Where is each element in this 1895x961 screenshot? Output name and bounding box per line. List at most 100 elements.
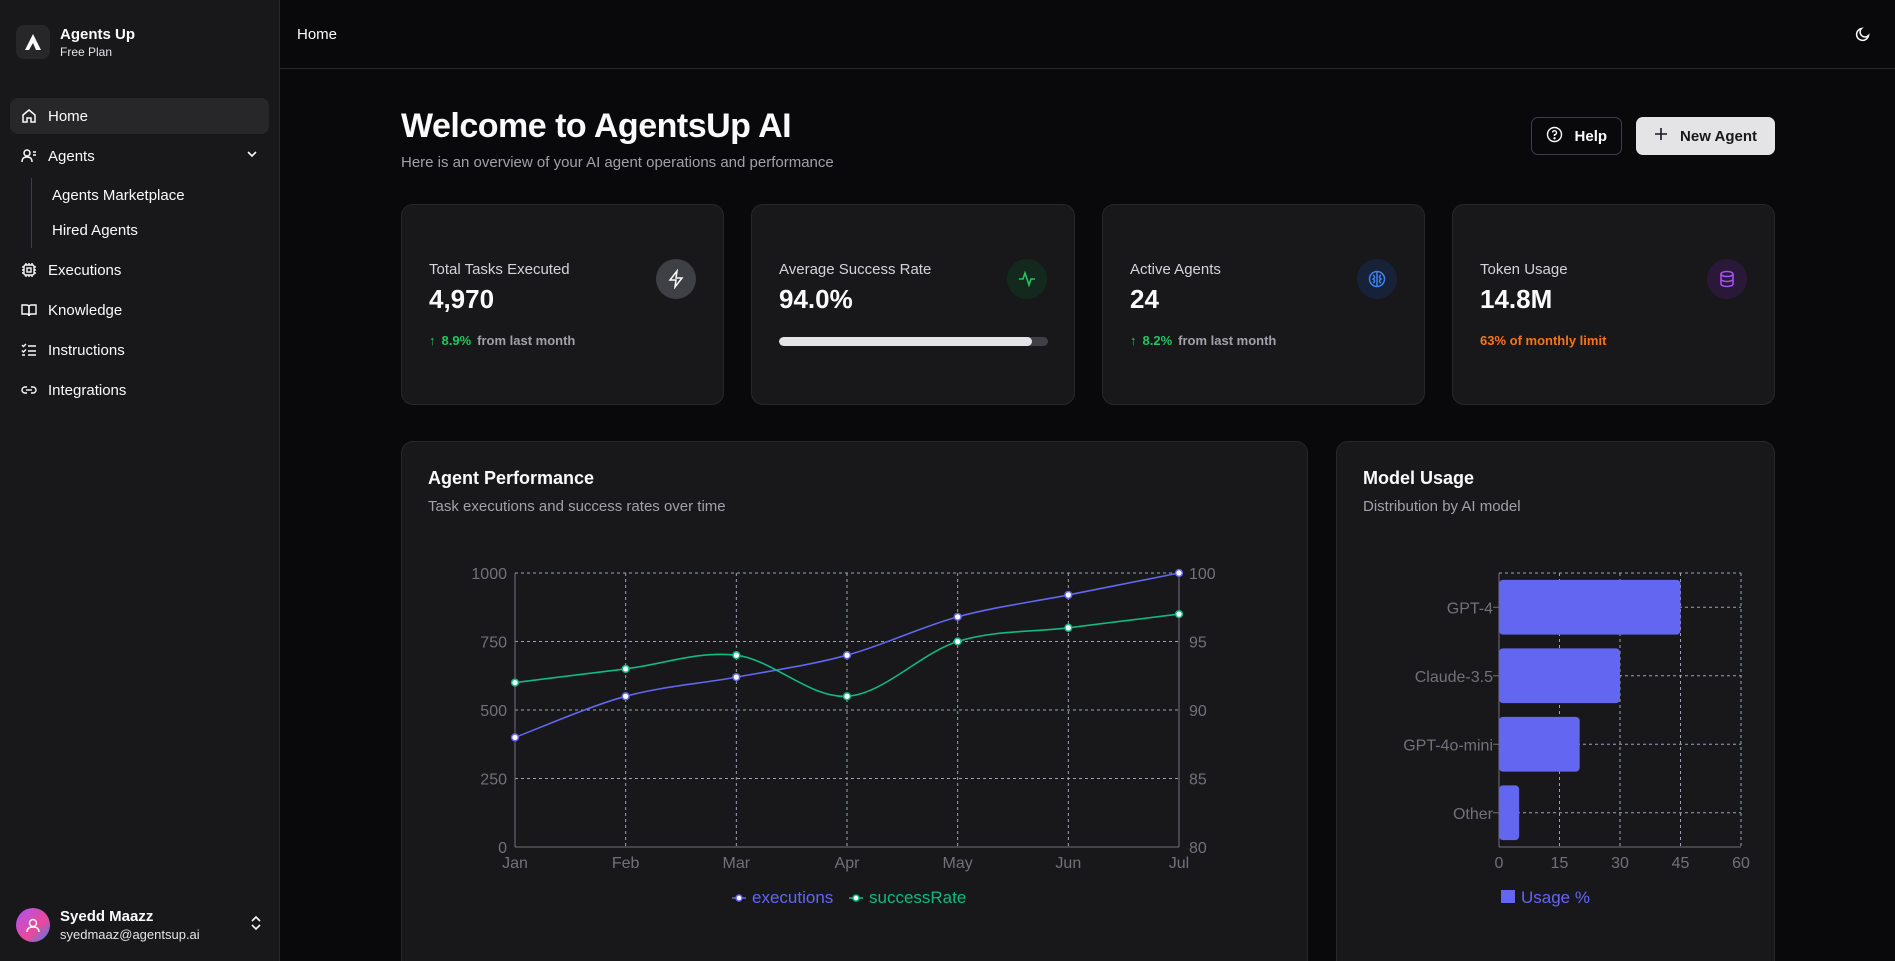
stat-label: Active Agents <box>1130 261 1221 278</box>
sidebar: Agents Up Free Plan Home Agents <box>0 0 280 961</box>
sidebar-item-hired-agents[interactable]: Hired Agents <box>52 222 138 239</box>
sidebar-nav: Home Agents Agents Marketplace Hired Age… <box>0 98 279 408</box>
model-usage-subtitle: Distribution by AI model <box>1363 498 1521 515</box>
data-point-executions <box>510 733 520 742</box>
data-point-successRate <box>621 664 630 674</box>
sidebar-item-agents[interactable]: Agents <box>10 138 269 174</box>
legend-swatch <box>1501 890 1515 903</box>
legend-marker-dot <box>735 894 743 902</box>
activity-icon <box>1007 259 1047 299</box>
y-tick-label-right: 80 <box>1189 840 1207 857</box>
y-tick-label-left: 250 <box>480 772 507 789</box>
brand-logo-icon <box>16 25 50 59</box>
y-tick-label: Other <box>1453 806 1494 823</box>
bar-Other <box>1499 785 1520 841</box>
stat-label: Token Usage <box>1480 261 1568 278</box>
stat-trend: 8.2% <box>1142 333 1173 348</box>
y-tick-label-right: 100 <box>1189 566 1216 583</box>
sidebar-item-label: Executions <box>48 261 122 279</box>
brand[interactable]: Agents Up Free Plan <box>0 0 279 60</box>
stat-value: 4,970 <box>429 284 495 314</box>
data-point-successRate <box>510 678 520 687</box>
sidebar-item-instructions[interactable]: Instructions <box>10 332 269 368</box>
performance-subtitle: Task executions and success rates over t… <box>428 498 726 515</box>
zap-icon <box>656 259 696 299</box>
sidebar-item-home[interactable]: Home <box>10 98 269 134</box>
x-tick-label: 30 <box>1611 855 1629 872</box>
stat-value: 94.0% <box>779 284 853 314</box>
stat-card-token-usage: Token Usage 14.8M 63% of monthly limit <box>1452 204 1775 405</box>
legend-marker-dot <box>852 894 860 902</box>
data-point-executions <box>1064 590 1073 600</box>
sidebar-item-label: Knowledge <box>48 301 123 319</box>
chevrons-up-down-icon[interactable] <box>249 915 263 936</box>
new-agent-button[interactable]: New Agent <box>1636 117 1775 155</box>
chevron-down-icon[interactable] <box>245 147 259 165</box>
brain-icon <box>1357 259 1397 299</box>
y-tick-label-left: 750 <box>480 635 507 652</box>
plus-icon <box>1654 127 1668 145</box>
success-rate-progress <box>779 337 1048 346</box>
data-point-successRate <box>1064 623 1073 632</box>
y-tick-label-left: 500 <box>480 703 507 720</box>
brand-name: Agents Up <box>60 25 135 43</box>
sidebar-item-integrations[interactable]: Integrations <box>10 372 269 408</box>
agents-icon <box>20 147 38 165</box>
help-button[interactable]: Help <box>1530 117 1623 155</box>
help-circle-icon <box>1546 126 1563 147</box>
user-menu[interactable]: Syedd Maazz syedmaaz@agentsup.ai <box>0 889 279 961</box>
bar-GPT-4o-mini <box>1499 716 1580 772</box>
charts-row: Agent Performance Task executions and su… <box>401 441 1775 961</box>
sidebar-item-label: Agents <box>48 147 95 165</box>
home-icon <box>20 107 38 125</box>
y-tick-label: Claude-3.5 <box>1415 669 1493 686</box>
stat-label: Total Tasks Executed <box>429 261 570 278</box>
sidebar-item-agents-marketplace[interactable]: Agents Marketplace <box>52 187 185 204</box>
stat-limit-text: 63% of monthly limit <box>1480 333 1607 348</box>
model-usage-bar-chart: 0 15 30 45 60 GPT-4 Claude-3.5 GPT-4o-mini Other… <box>1403 572 1750 907</box>
model-usage-card: Model Usage Distribution by AI model 0 15… <box>1336 441 1775 961</box>
data-point-executions <box>953 612 962 621</box>
x-tick-label: May <box>943 855 973 872</box>
book-open-icon <box>20 301 38 319</box>
stat-card-success-rate: Average Success Rate 94.0% <box>751 204 1075 405</box>
stat-trend-text: from last month <box>477 333 576 348</box>
stat-card-total-tasks: Total Tasks Executed 4,970 ↑ 8.9% from l… <box>401 204 724 405</box>
stat-trend: 8.9% <box>441 333 472 348</box>
y-tick-label: GPT-4o-mini <box>1403 737 1493 754</box>
x-tick-label: 45 <box>1672 855 1690 872</box>
y-tick-label-right: 85 <box>1189 772 1207 789</box>
y-tick-label-left: 1000 <box>471 566 507 583</box>
data-point-successRate <box>842 692 852 701</box>
bar-Claude-3.5 <box>1499 648 1620 704</box>
data-point-successRate <box>953 637 962 646</box>
main-content: Home Welcome to AgentsUp AI Here is an o… <box>280 0 1895 961</box>
new-agent-label: New Agent <box>1680 127 1757 145</box>
progress-fill <box>779 337 1032 346</box>
moon-icon[interactable] <box>1848 19 1878 49</box>
x-tick-label: Feb <box>612 855 640 872</box>
plan-label: Free Plan <box>60 44 113 59</box>
sidebar-item-label: Integrations <box>48 381 127 399</box>
x-tick-label: 0 <box>1495 855 1504 872</box>
list-checks-icon <box>20 341 38 359</box>
stat-trend-text: from last month <box>1178 333 1277 348</box>
sidebar-item-executions[interactable]: Executions <box>10 252 269 288</box>
legend-label: successRate <box>869 888 966 907</box>
legend-label: executions <box>752 888 833 907</box>
breadcrumb[interactable]: Home <box>297 25 338 43</box>
data-point-executions <box>621 692 630 701</box>
model-usage-title: Model Usage <box>1363 468 1475 488</box>
agents-subnav: Agents Marketplace Hired Agents <box>31 178 269 248</box>
data-point-executions <box>1174 568 1184 578</box>
data-point-successRate <box>1174 609 1184 619</box>
help-label: Help <box>1574 127 1608 145</box>
stat-value: 14.8M <box>1480 284 1553 314</box>
stats-row: Total Tasks Executed 4,970 ↑ 8.9% from l… <box>401 204 1775 405</box>
page-subtitle: Here is an overview of your AI agent ope… <box>401 154 834 171</box>
legend-label: Usage % <box>1521 888 1590 907</box>
y-tick-label: GPT-4 <box>1447 600 1493 617</box>
data-point-executions <box>732 672 741 682</box>
sidebar-item-label: Home <box>48 107 89 125</box>
sidebar-item-knowledge[interactable]: Knowledge <box>10 292 269 328</box>
